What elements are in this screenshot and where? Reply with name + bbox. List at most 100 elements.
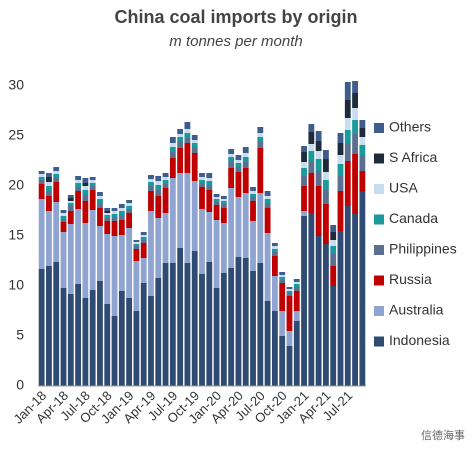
legend-swatch <box>374 336 384 347</box>
bar-segment <box>250 221 256 271</box>
bar-segment <box>293 282 300 284</box>
bar-segment <box>301 146 307 152</box>
legend-label: Indonesia <box>389 332 450 348</box>
bar-segment <box>359 128 366 137</box>
bar-segment <box>337 231 344 386</box>
bar-segment <box>301 162 307 168</box>
bar-segment <box>177 248 184 386</box>
bar-segment <box>162 180 169 184</box>
bar-segment <box>184 133 191 138</box>
bar-segment <box>271 311 278 386</box>
bar-segment <box>264 233 271 301</box>
legend-label: Others <box>389 119 431 135</box>
bar-segment <box>271 256 278 276</box>
bar-segment <box>97 281 103 386</box>
bar-segment <box>293 321 300 386</box>
bar-segment <box>257 263 264 386</box>
bar-segment <box>82 223 89 298</box>
bar-segment <box>271 252 278 256</box>
bar-segment <box>315 141 322 151</box>
bar-segment <box>322 190 329 204</box>
bar-segment <box>337 164 344 176</box>
bar-segment <box>60 288 67 386</box>
bar-segment <box>104 221 111 234</box>
bar-segment <box>359 120 366 128</box>
bar-segment <box>140 237 147 240</box>
bar-segment <box>126 203 133 206</box>
bar-segment <box>104 215 111 218</box>
bar-segment <box>89 186 96 190</box>
bar-segment <box>148 296 154 386</box>
bar-segment <box>104 234 111 304</box>
bar-segment <box>293 279 300 282</box>
bar-segment <box>293 287 300 291</box>
bar-segment <box>301 176 307 186</box>
bar-segment <box>38 171 45 174</box>
bar-segment <box>155 196 162 218</box>
bar-segment <box>242 147 249 153</box>
bar-segment <box>169 152 176 158</box>
bar-segment <box>228 154 235 157</box>
bar-segment <box>242 168 249 193</box>
bar-segment <box>46 186 52 191</box>
bar-segment <box>301 216 307 386</box>
bar-segment <box>359 155 366 171</box>
bar-segment <box>242 162 249 168</box>
bar-segment <box>359 191 366 386</box>
bar-segment <box>352 134 358 154</box>
bar-segment <box>352 154 358 214</box>
bar-segment <box>322 180 329 190</box>
chart-title: China coal imports by origin <box>114 7 357 27</box>
bar-segment <box>352 93 358 108</box>
bar-segment <box>53 202 60 262</box>
bar-segment <box>220 199 227 201</box>
bar-segment <box>38 199 45 269</box>
bar-segment <box>235 163 242 167</box>
bar-segment <box>155 176 162 181</box>
bar-segment <box>67 195 74 198</box>
bar-segment <box>60 232 67 288</box>
bar-segment <box>38 177 45 180</box>
bar-segment <box>344 118 351 130</box>
bar-segment <box>330 225 337 232</box>
bar-segment <box>322 150 329 159</box>
legend-label: Australia <box>389 302 444 318</box>
bar-segment <box>169 158 176 178</box>
bar-segment <box>308 144 315 151</box>
bar-segment <box>38 184 45 199</box>
bar-segment <box>53 178 60 182</box>
bar-segment <box>344 100 351 118</box>
bar-segment <box>82 298 89 386</box>
bar-segment <box>250 187 256 191</box>
bar-segment <box>111 316 118 386</box>
bar-segment <box>228 188 235 268</box>
bar-segment <box>279 336 286 386</box>
bar-segment <box>97 203 103 208</box>
bar-segment <box>184 263 191 386</box>
bar-segment <box>315 186 322 236</box>
bar-segment <box>257 133 264 137</box>
bar-segment <box>206 173 213 178</box>
bar-segment <box>206 212 213 262</box>
bar-segment <box>133 242 140 244</box>
bar-segment <box>140 283 147 386</box>
bar-segment <box>126 298 133 386</box>
bar-segment <box>97 196 103 199</box>
bar-segment <box>60 219 67 222</box>
bar-segment <box>344 161 351 206</box>
bar-segment <box>308 213 315 386</box>
y-tick-label: 30 <box>8 77 24 93</box>
bar-segment <box>228 162 235 168</box>
bar-segment <box>250 194 256 197</box>
bar-segment <box>75 187 82 191</box>
bar-segment <box>279 272 286 275</box>
bar-segment <box>60 222 67 232</box>
bar-segment <box>199 187 205 209</box>
y-tick-label: 10 <box>8 277 24 293</box>
bar-segment <box>169 147 176 152</box>
bar-segment <box>242 258 249 386</box>
bar-segment <box>140 232 147 235</box>
bar-segment <box>111 217 118 221</box>
bar-segment <box>315 159 322 171</box>
